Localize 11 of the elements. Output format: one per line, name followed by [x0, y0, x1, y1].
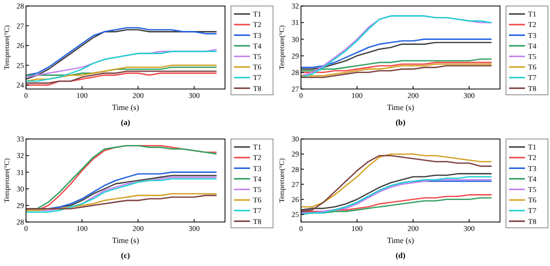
- x-axis-title: Time (s): [112, 236, 140, 245]
- text: (c): [121, 251, 130, 260]
- line-series: [300, 58, 492, 72]
- x-axis-title: Time (s): [112, 103, 140, 112]
- x-axis-title: Time (s): [386, 236, 414, 245]
- line-series: [25, 50, 218, 82]
- text: (d): [396, 251, 406, 260]
- x-axis-title: Time (s): [386, 103, 414, 112]
- text: (b): [396, 118, 406, 127]
- text: (a): [120, 118, 130, 127]
- line-series: [25, 64, 218, 82]
